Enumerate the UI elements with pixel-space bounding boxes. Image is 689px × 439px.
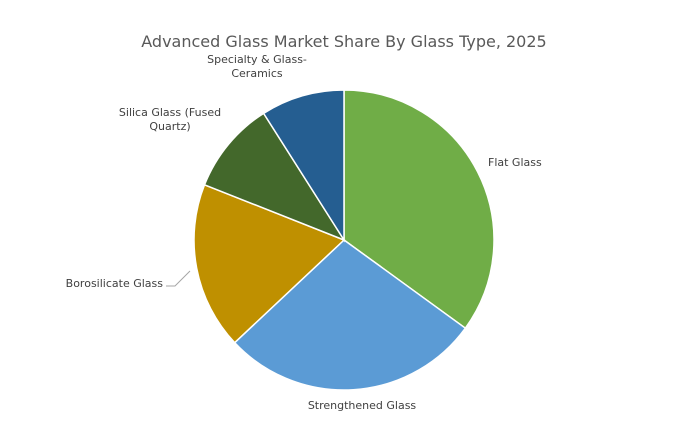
slice-label-silica-glass-fused-quartz: Silica Glass (Fused Quartz) xyxy=(119,106,221,133)
slice-label-strengthened-glass: Strengthened Glass xyxy=(308,399,417,412)
slice-label-flat-glass: Flat Glass xyxy=(488,156,542,169)
pie-slice-borosilicate-glass xyxy=(193,183,346,344)
pie-slice-silica-glass-fused-quartz xyxy=(203,112,346,242)
leader-line-borosilicate-glass xyxy=(166,270,191,287)
chart-title: Advanced Glass Market Share By Glass Typ… xyxy=(141,32,546,51)
pie-slice-specialty-glass-ceramics xyxy=(262,89,345,243)
pie-slice-strengthened-glass xyxy=(233,239,467,391)
slice-label-specialty-glass-ceramics: Specialty & Glass-Ceramics xyxy=(207,53,307,80)
leader-lines xyxy=(166,270,191,287)
pie-slices xyxy=(193,89,495,391)
slice-label-borosilicate-glass: Borosilicate Glass xyxy=(66,277,164,290)
slice-labels: Flat Glass Strengthened Glass Borosilicate… xyxy=(66,53,542,412)
pie-slice-flat-glass xyxy=(343,89,495,330)
